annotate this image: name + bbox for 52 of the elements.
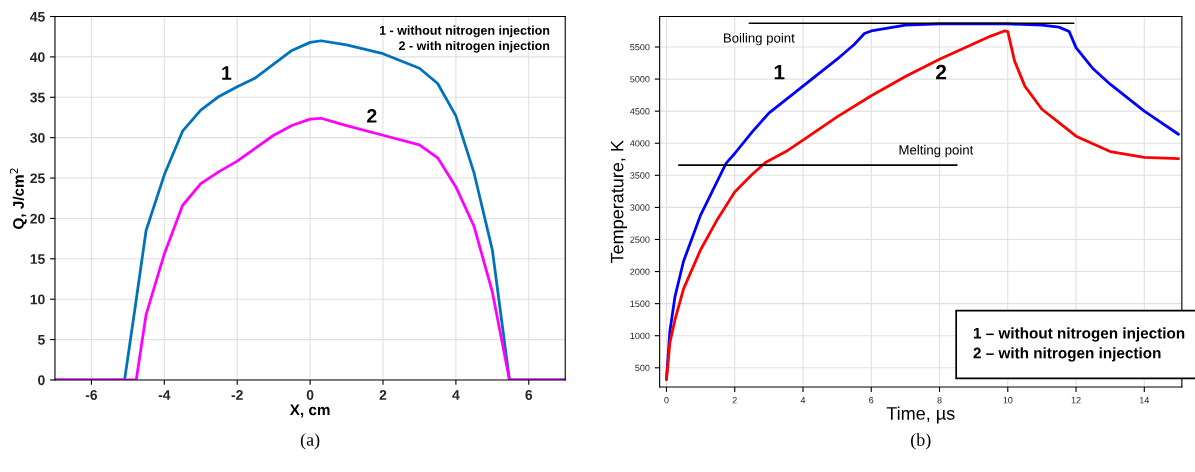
y-tick-label: 15 [30,254,45,264]
x-tick-label: -4 [158,390,171,400]
annotation: 1 - without nitrogen injection [379,25,550,38]
x-tick-label: 2 [732,397,737,404]
x-tick-label: -2 [231,390,243,400]
y-tick-label: 1500 [630,300,650,307]
annotation: Melting point [899,144,974,158]
annotation: 1 – without nitrogen injection [973,327,1185,342]
text: (a) [300,433,320,450]
y-tick-label: 5 [37,335,45,345]
x-tick-label: 4 [452,390,460,400]
y-tick-label: 20 [30,213,45,224]
y-tick-label: 25 [30,173,45,184]
y-tick-label: 2000 [630,268,650,275]
y-tick-label: 2500 [630,236,650,243]
y-axis-title: Q, J/cm$^{2}$ [9,168,27,229]
x-tick-label: 14 [1139,397,1150,404]
y-tick-label: 35 [30,92,45,103]
annotation: 2 – with nitrogen injection [973,347,1161,362]
y-tick-label: 5500 [630,43,650,51]
x-axis-title: X, cm [289,404,330,418]
text: (b) [911,433,931,450]
y-tick-label: 0 [38,375,45,386]
x-tick-label: 6 [525,390,533,400]
y-tick-label: 3500 [630,172,650,179]
x-tick-label: 12 [1071,397,1081,404]
x-tick-label: 4 [800,397,806,404]
y-axis-title: Temperature, K [610,140,628,264]
annotation: 2 - with nitrogen injection [398,40,550,53]
x-tick-label: 2 [379,390,387,400]
annotation: 2 [367,109,377,123]
y-tick-label: 4000 [630,140,650,147]
y-tick-label: 1000 [630,332,650,340]
x-tick-label: -6 [85,390,98,400]
y-tick-label: 40 [30,52,45,63]
x-tick-label: 0 [664,397,669,404]
x-tick-label: 6 [869,397,874,404]
x-tick-label: 10 [1003,397,1013,404]
annotation: Boiling point [724,32,795,46]
annotation: 1 [774,65,785,80]
y-tick-label: 3000 [630,204,650,211]
x-axis-title: Time, µs [886,406,955,424]
annotation: 2 [936,64,947,80]
y-tick-label: 4500 [630,108,650,115]
x-tick-label: 8 [937,397,942,404]
y-tick-label: 45 [30,12,45,22]
annotation: 1 [222,66,232,80]
y-tick-label: 30 [30,133,45,143]
y-tick-label: 10 [30,294,45,305]
y-tick-label: 500 [635,364,650,372]
x-tick-label: 0 [306,390,314,400]
y-tick-label: 5000 [630,76,650,83]
